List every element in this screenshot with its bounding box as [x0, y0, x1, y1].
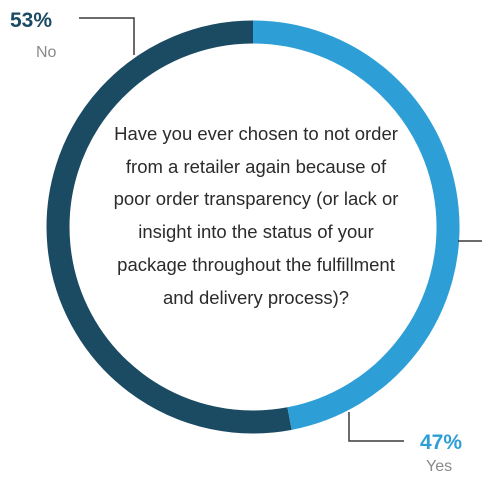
donut-slice-no — [46, 20, 292, 434]
no-category-label: No — [36, 44, 57, 61]
survey-question: Have you ever chosen to not order from a… — [113, 123, 399, 308]
leader-line-yes — [348, 412, 404, 442]
no-percentage-label: 53% — [10, 9, 53, 32]
donut-slice-yes — [252, 20, 460, 430]
leader-line-no — [79, 17, 135, 55]
yes-category-label: Yes — [426, 458, 453, 475]
yes-percentage-label: 47% — [420, 431, 463, 454]
